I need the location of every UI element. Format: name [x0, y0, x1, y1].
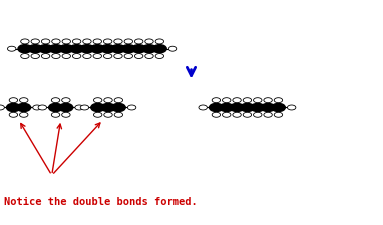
Circle shape — [91, 104, 105, 112]
Circle shape — [18, 45, 32, 54]
Circle shape — [152, 45, 166, 54]
Circle shape — [114, 54, 122, 59]
Circle shape — [93, 54, 101, 59]
Circle shape — [31, 40, 39, 45]
Circle shape — [169, 47, 177, 52]
Circle shape — [145, 54, 153, 59]
Circle shape — [155, 54, 164, 59]
Circle shape — [134, 54, 143, 59]
Circle shape — [83, 40, 91, 45]
Circle shape — [101, 104, 115, 112]
Circle shape — [72, 40, 81, 45]
Circle shape — [62, 98, 70, 103]
Circle shape — [52, 54, 60, 59]
Circle shape — [49, 104, 62, 112]
Circle shape — [272, 104, 285, 112]
Circle shape — [241, 104, 254, 112]
Circle shape — [17, 104, 31, 112]
Circle shape — [132, 45, 146, 54]
Circle shape — [70, 45, 83, 54]
Circle shape — [21, 40, 29, 45]
Circle shape — [111, 45, 125, 54]
Circle shape — [75, 106, 83, 110]
Circle shape — [199, 106, 208, 110]
Circle shape — [62, 40, 70, 45]
Circle shape — [121, 45, 135, 54]
Circle shape — [90, 45, 104, 54]
Circle shape — [233, 98, 241, 103]
Circle shape — [72, 54, 81, 59]
Circle shape — [20, 98, 28, 103]
Circle shape — [287, 106, 296, 110]
Circle shape — [210, 104, 223, 112]
Circle shape — [233, 113, 241, 118]
Circle shape — [62, 113, 70, 118]
Circle shape — [230, 104, 244, 112]
Circle shape — [41, 54, 50, 59]
Circle shape — [93, 113, 102, 118]
Circle shape — [212, 113, 221, 118]
Circle shape — [39, 45, 52, 54]
Circle shape — [251, 104, 265, 112]
Circle shape — [114, 40, 122, 45]
Circle shape — [128, 106, 136, 110]
Circle shape — [254, 113, 262, 118]
Circle shape — [0, 106, 5, 110]
Circle shape — [9, 98, 18, 103]
Circle shape — [51, 113, 60, 118]
Circle shape — [145, 40, 153, 45]
Circle shape — [101, 45, 115, 54]
Circle shape — [59, 45, 73, 54]
Circle shape — [223, 113, 231, 118]
Circle shape — [80, 106, 89, 110]
Circle shape — [104, 98, 112, 103]
Circle shape — [9, 113, 18, 118]
Circle shape — [51, 98, 60, 103]
Circle shape — [80, 45, 94, 54]
Circle shape — [38, 106, 47, 110]
Circle shape — [103, 40, 112, 45]
Circle shape — [155, 40, 164, 45]
Circle shape — [21, 54, 29, 59]
Circle shape — [261, 104, 275, 112]
Circle shape — [142, 45, 156, 54]
Circle shape — [114, 98, 123, 103]
Circle shape — [220, 104, 234, 112]
Circle shape — [111, 104, 125, 112]
Circle shape — [7, 104, 20, 112]
Text: Notice the double bonds formed.: Notice the double bonds formed. — [4, 196, 198, 206]
Circle shape — [8, 47, 16, 52]
Circle shape — [93, 98, 102, 103]
Circle shape — [243, 113, 252, 118]
Circle shape — [223, 98, 231, 103]
Circle shape — [52, 40, 60, 45]
Circle shape — [212, 98, 221, 103]
Circle shape — [28, 45, 42, 54]
Circle shape — [254, 98, 262, 103]
Circle shape — [104, 113, 112, 118]
Circle shape — [124, 54, 133, 59]
Circle shape — [264, 98, 272, 103]
Circle shape — [274, 113, 283, 118]
Circle shape — [264, 113, 272, 118]
Circle shape — [114, 113, 123, 118]
Circle shape — [124, 40, 133, 45]
Circle shape — [93, 40, 101, 45]
Circle shape — [103, 54, 112, 59]
Circle shape — [33, 106, 41, 110]
Circle shape — [59, 104, 73, 112]
Circle shape — [134, 40, 143, 45]
Circle shape — [20, 113, 28, 118]
Circle shape — [49, 45, 63, 54]
Circle shape — [31, 54, 39, 59]
Circle shape — [243, 98, 252, 103]
Circle shape — [274, 98, 283, 103]
Circle shape — [41, 40, 50, 45]
Circle shape — [62, 54, 70, 59]
Circle shape — [83, 54, 91, 59]
